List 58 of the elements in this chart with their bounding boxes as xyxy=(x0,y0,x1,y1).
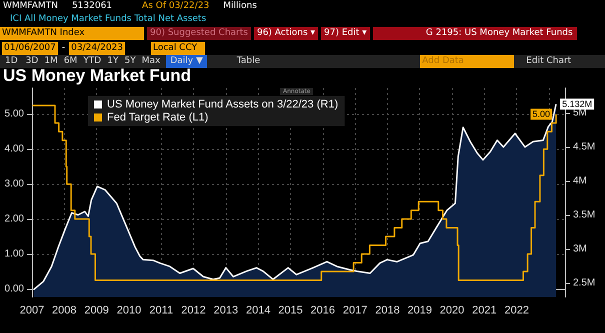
x-tick-label: 2010 xyxy=(116,304,142,316)
text: 03/24/2023 xyxy=(69,42,125,55)
text: As Of 03/22/23 xyxy=(142,0,210,13)
y2-tick-label: 4M xyxy=(573,175,587,186)
y-tick-label: 4.00 xyxy=(4,144,24,155)
legend-label: Fed Target Rate (L1) xyxy=(107,112,208,124)
text: 96) Actions ▾ xyxy=(254,27,318,40)
legend-label: US Money Market Fund Assets on 3/22/23 (R1) xyxy=(107,98,338,110)
y-tick-label: 1.00 xyxy=(4,248,24,260)
y2-tick-label: 4.5M xyxy=(573,142,596,153)
x-tick-label: 2009 xyxy=(84,304,109,316)
x-tick-label: 2012 xyxy=(181,304,206,316)
text: Max xyxy=(142,55,160,68)
text: Table xyxy=(236,55,260,68)
data-label: 5.00 xyxy=(532,109,550,120)
text: 90) Suggested Charts xyxy=(147,27,251,40)
text: Millions xyxy=(223,0,257,13)
text: 5132061 xyxy=(72,0,112,13)
text: - xyxy=(62,42,66,55)
text: WMMFAMTN xyxy=(3,0,58,13)
y-tick-label: 0.00 xyxy=(4,283,24,294)
y-tick-label: 2.00 xyxy=(4,214,24,225)
chart-title: US Money Market Fund xyxy=(3,66,191,86)
text: G 2195: US Money Market Funds xyxy=(372,27,577,40)
text: 1M xyxy=(44,55,58,68)
text: 1Y xyxy=(107,55,118,68)
x-tick-label: 2008 xyxy=(52,304,77,316)
x-tick-label: 2011 xyxy=(149,304,174,316)
x-tick-label: 2022 xyxy=(504,304,529,316)
text: YTD xyxy=(83,55,102,68)
text: WMMFAMTN Index xyxy=(0,27,144,40)
x-tick-label: 2019 xyxy=(408,304,432,316)
text: Local CCY xyxy=(151,42,205,55)
y2-tick-label: 2.5M xyxy=(573,277,596,288)
text: 01/06/2007 xyxy=(2,42,58,55)
text: Edit Chart xyxy=(526,55,572,68)
text: ICI All Money Market Funds Total Net Assets xyxy=(10,13,206,26)
x-tick-label: 2021 xyxy=(472,304,497,316)
x-tick-label: 2015 xyxy=(278,304,303,316)
x-tick-label: 2013 xyxy=(214,304,238,316)
y-tick-label: 3.00 xyxy=(4,178,24,190)
text: 5Y xyxy=(124,55,136,68)
x-tick-label: 2016 xyxy=(310,304,336,316)
text: 1D xyxy=(5,55,18,68)
text: 3D xyxy=(26,55,38,68)
x-tick-label: 2020 xyxy=(440,304,464,316)
x-tick-label: 2014 xyxy=(246,304,270,316)
data-label: 5.132M xyxy=(562,99,592,110)
y2-tick-label: 3M xyxy=(573,243,587,254)
x-tick-label: 2007 xyxy=(20,304,44,316)
y2-tick-label: 3.5M xyxy=(573,209,596,220)
text: Daily ▼ xyxy=(166,55,207,68)
x-tick-label: 2017 xyxy=(342,304,368,316)
text: Add Data xyxy=(420,55,514,68)
text: 6M xyxy=(64,55,78,68)
x-tick-label: 2018 xyxy=(375,304,400,316)
y-tick-label: 5.00 xyxy=(4,108,24,120)
text: 97) Edit ▾ xyxy=(321,27,370,40)
